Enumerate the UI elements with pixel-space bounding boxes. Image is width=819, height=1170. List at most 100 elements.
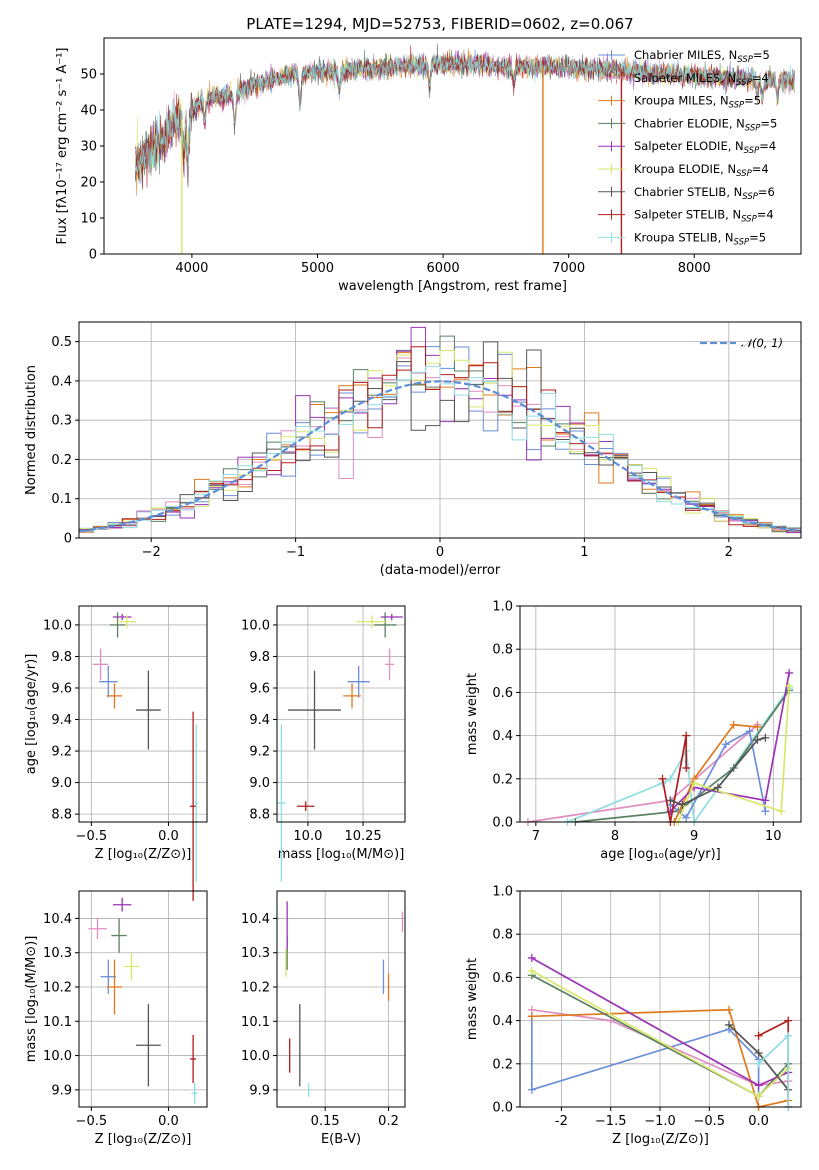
y-tick-label: 0.4 xyxy=(492,1014,513,1029)
errorbar-point xyxy=(112,613,132,621)
errorbar-point xyxy=(374,612,397,638)
x-tick-label: 4000 xyxy=(175,261,208,276)
legend-label: Chabrier MILES, N xyxy=(634,48,737,62)
y-axis-label: Flux [fλ10⁻¹⁷ erg cm⁻² s⁻¹ A⁻¹] xyxy=(55,48,70,245)
errorbar-point xyxy=(106,683,123,709)
y-tick-label: 9.2 xyxy=(51,745,72,760)
y-tick-label: 40 xyxy=(80,104,97,119)
y-tick-label: 10.3 xyxy=(241,946,270,961)
x-tick-label: 10 xyxy=(765,829,782,844)
legend-suffix: =5 xyxy=(749,230,766,244)
point-marker xyxy=(721,740,730,749)
histogram-steps xyxy=(79,326,801,534)
x-axis-label: Z [log₁₀(Z/Z⊙)] xyxy=(612,1132,709,1147)
y-tick-label: 10.2 xyxy=(241,981,270,996)
y-tick-label: 10 xyxy=(80,212,97,227)
spectrum-panel: 4000 5000 6000 7000 8000 0 10 20 30 40 50 wavelengt… xyxy=(55,37,802,294)
histogram-series xyxy=(79,365,801,532)
point-marker xyxy=(784,1016,793,1025)
point-marker xyxy=(658,774,667,783)
legend-subscript: SSP xyxy=(736,169,752,179)
y-axis-label: age [log₁₀(age/yr)] xyxy=(24,654,39,775)
x-tick-label: 2 xyxy=(725,545,733,560)
y-tick-label: 0 xyxy=(64,532,72,547)
legend-entry: Chabrier STELIB, NSSP=6 xyxy=(634,185,775,202)
axes-frame xyxy=(78,605,208,823)
legend-label: Kroupa ELODIE, N xyxy=(634,162,736,176)
y-tick-label: 0.2 xyxy=(51,453,72,468)
legend-suffix: =5 xyxy=(753,48,770,62)
point-marker xyxy=(682,813,691,822)
x-tick-label: 8 xyxy=(611,829,619,844)
legend-entry: Chabrier MILES, NSSP=5 xyxy=(634,48,770,65)
x-axis-label: E(B-V) xyxy=(321,1132,361,1147)
legend-suffix: =6 xyxy=(758,185,775,199)
errorbar-point xyxy=(356,615,388,629)
point-marker xyxy=(785,681,794,690)
y-tick-label: 10.0 xyxy=(43,618,72,633)
x-tick-label: 0.2 xyxy=(378,1114,399,1129)
point-marker xyxy=(784,1031,793,1040)
errorbar-point xyxy=(111,918,127,953)
mass-vs-ebv-panel: 0.15 0.2 9.9 10.0 10.1 10.2 10.3 10.4 E(B-V) xyxy=(241,890,406,1147)
y-axis-label: mass weight xyxy=(465,958,480,1040)
legend-subscript: SSP xyxy=(745,123,761,133)
errorbar-point xyxy=(190,1035,197,1083)
x-tick-label: 9 xyxy=(690,829,698,844)
legend-entry: Salpeter STELIB, NSSP=4 xyxy=(634,208,774,225)
gridlines xyxy=(277,891,405,1107)
figure-title: PLATE=1294, MJD=52753, FIBERID=0602, z=0… xyxy=(246,15,633,33)
point-marker xyxy=(713,783,722,792)
legend-suffix: =5 xyxy=(760,116,777,130)
y-tick-label: 0.4 xyxy=(51,374,72,389)
legend-subscript: SSP xyxy=(736,78,752,88)
y-tick-label: 9.9 xyxy=(249,1083,270,1098)
legend-label: Salpeter MILES, N xyxy=(634,71,736,85)
line-series xyxy=(527,953,793,1111)
x-tick-label: 0.0 xyxy=(158,829,179,844)
spectrum-lines xyxy=(135,43,795,254)
y-tick-label: 10.3 xyxy=(43,946,72,961)
legend-subscript: SSP xyxy=(744,146,760,156)
x-tick-label: 10.25 xyxy=(344,829,381,844)
y-tick-label: 8.8 xyxy=(249,808,270,823)
errorbar-point xyxy=(136,670,161,750)
x-tick-label: 10.0 xyxy=(293,829,322,844)
x-tick-label: −2 xyxy=(142,545,161,560)
gridlines xyxy=(520,605,801,823)
errorbar-point xyxy=(194,724,198,882)
x-axis-label: wavelength [Angstrom, rest frame] xyxy=(338,279,567,294)
point-marker xyxy=(754,1092,763,1101)
axes-frame xyxy=(276,890,406,1108)
x-tick-label: 0.0 xyxy=(748,1114,769,1129)
y-axis-label: mass weight xyxy=(465,673,480,755)
y-tick-label: 0.3 xyxy=(51,414,72,429)
axes-frame xyxy=(103,37,802,255)
y-tick-label: 0.4 xyxy=(492,729,513,744)
x-tick-label: 7 xyxy=(532,829,540,844)
legend-label: Salpeter STELIB, N xyxy=(634,208,741,222)
y-tick-label: 9.0 xyxy=(249,776,270,791)
mass-weight-line xyxy=(567,687,790,825)
point-marker xyxy=(785,668,794,677)
errorbar-point xyxy=(100,959,117,994)
y-tick-label: 9.6 xyxy=(249,681,270,696)
point-marker xyxy=(527,953,536,962)
y-tick-label: 1.0 xyxy=(492,885,513,900)
point-marker xyxy=(666,796,675,805)
x-tick-label: −1.0 xyxy=(644,1114,676,1129)
x-axis-label: mass [log₁₀(M/M⊙)] xyxy=(278,847,405,862)
errorbar-points xyxy=(277,612,403,882)
y-tick-label: 10.1 xyxy=(241,1015,270,1030)
y-tick-label: 10.0 xyxy=(241,618,270,633)
x-axis-label: age [log₁₀(age/yr)] xyxy=(600,847,721,862)
errorbar-point xyxy=(190,711,197,901)
y-tick-label: 20 xyxy=(80,176,97,191)
y-tick-label: 10.0 xyxy=(43,1049,72,1064)
y-axis-label: Normed distribution xyxy=(24,365,39,495)
errorbar-point xyxy=(92,648,109,681)
errorbar-point xyxy=(106,959,123,1015)
errorbar-point xyxy=(343,683,361,709)
point-marker xyxy=(777,807,786,816)
normal-curve xyxy=(78,380,802,533)
